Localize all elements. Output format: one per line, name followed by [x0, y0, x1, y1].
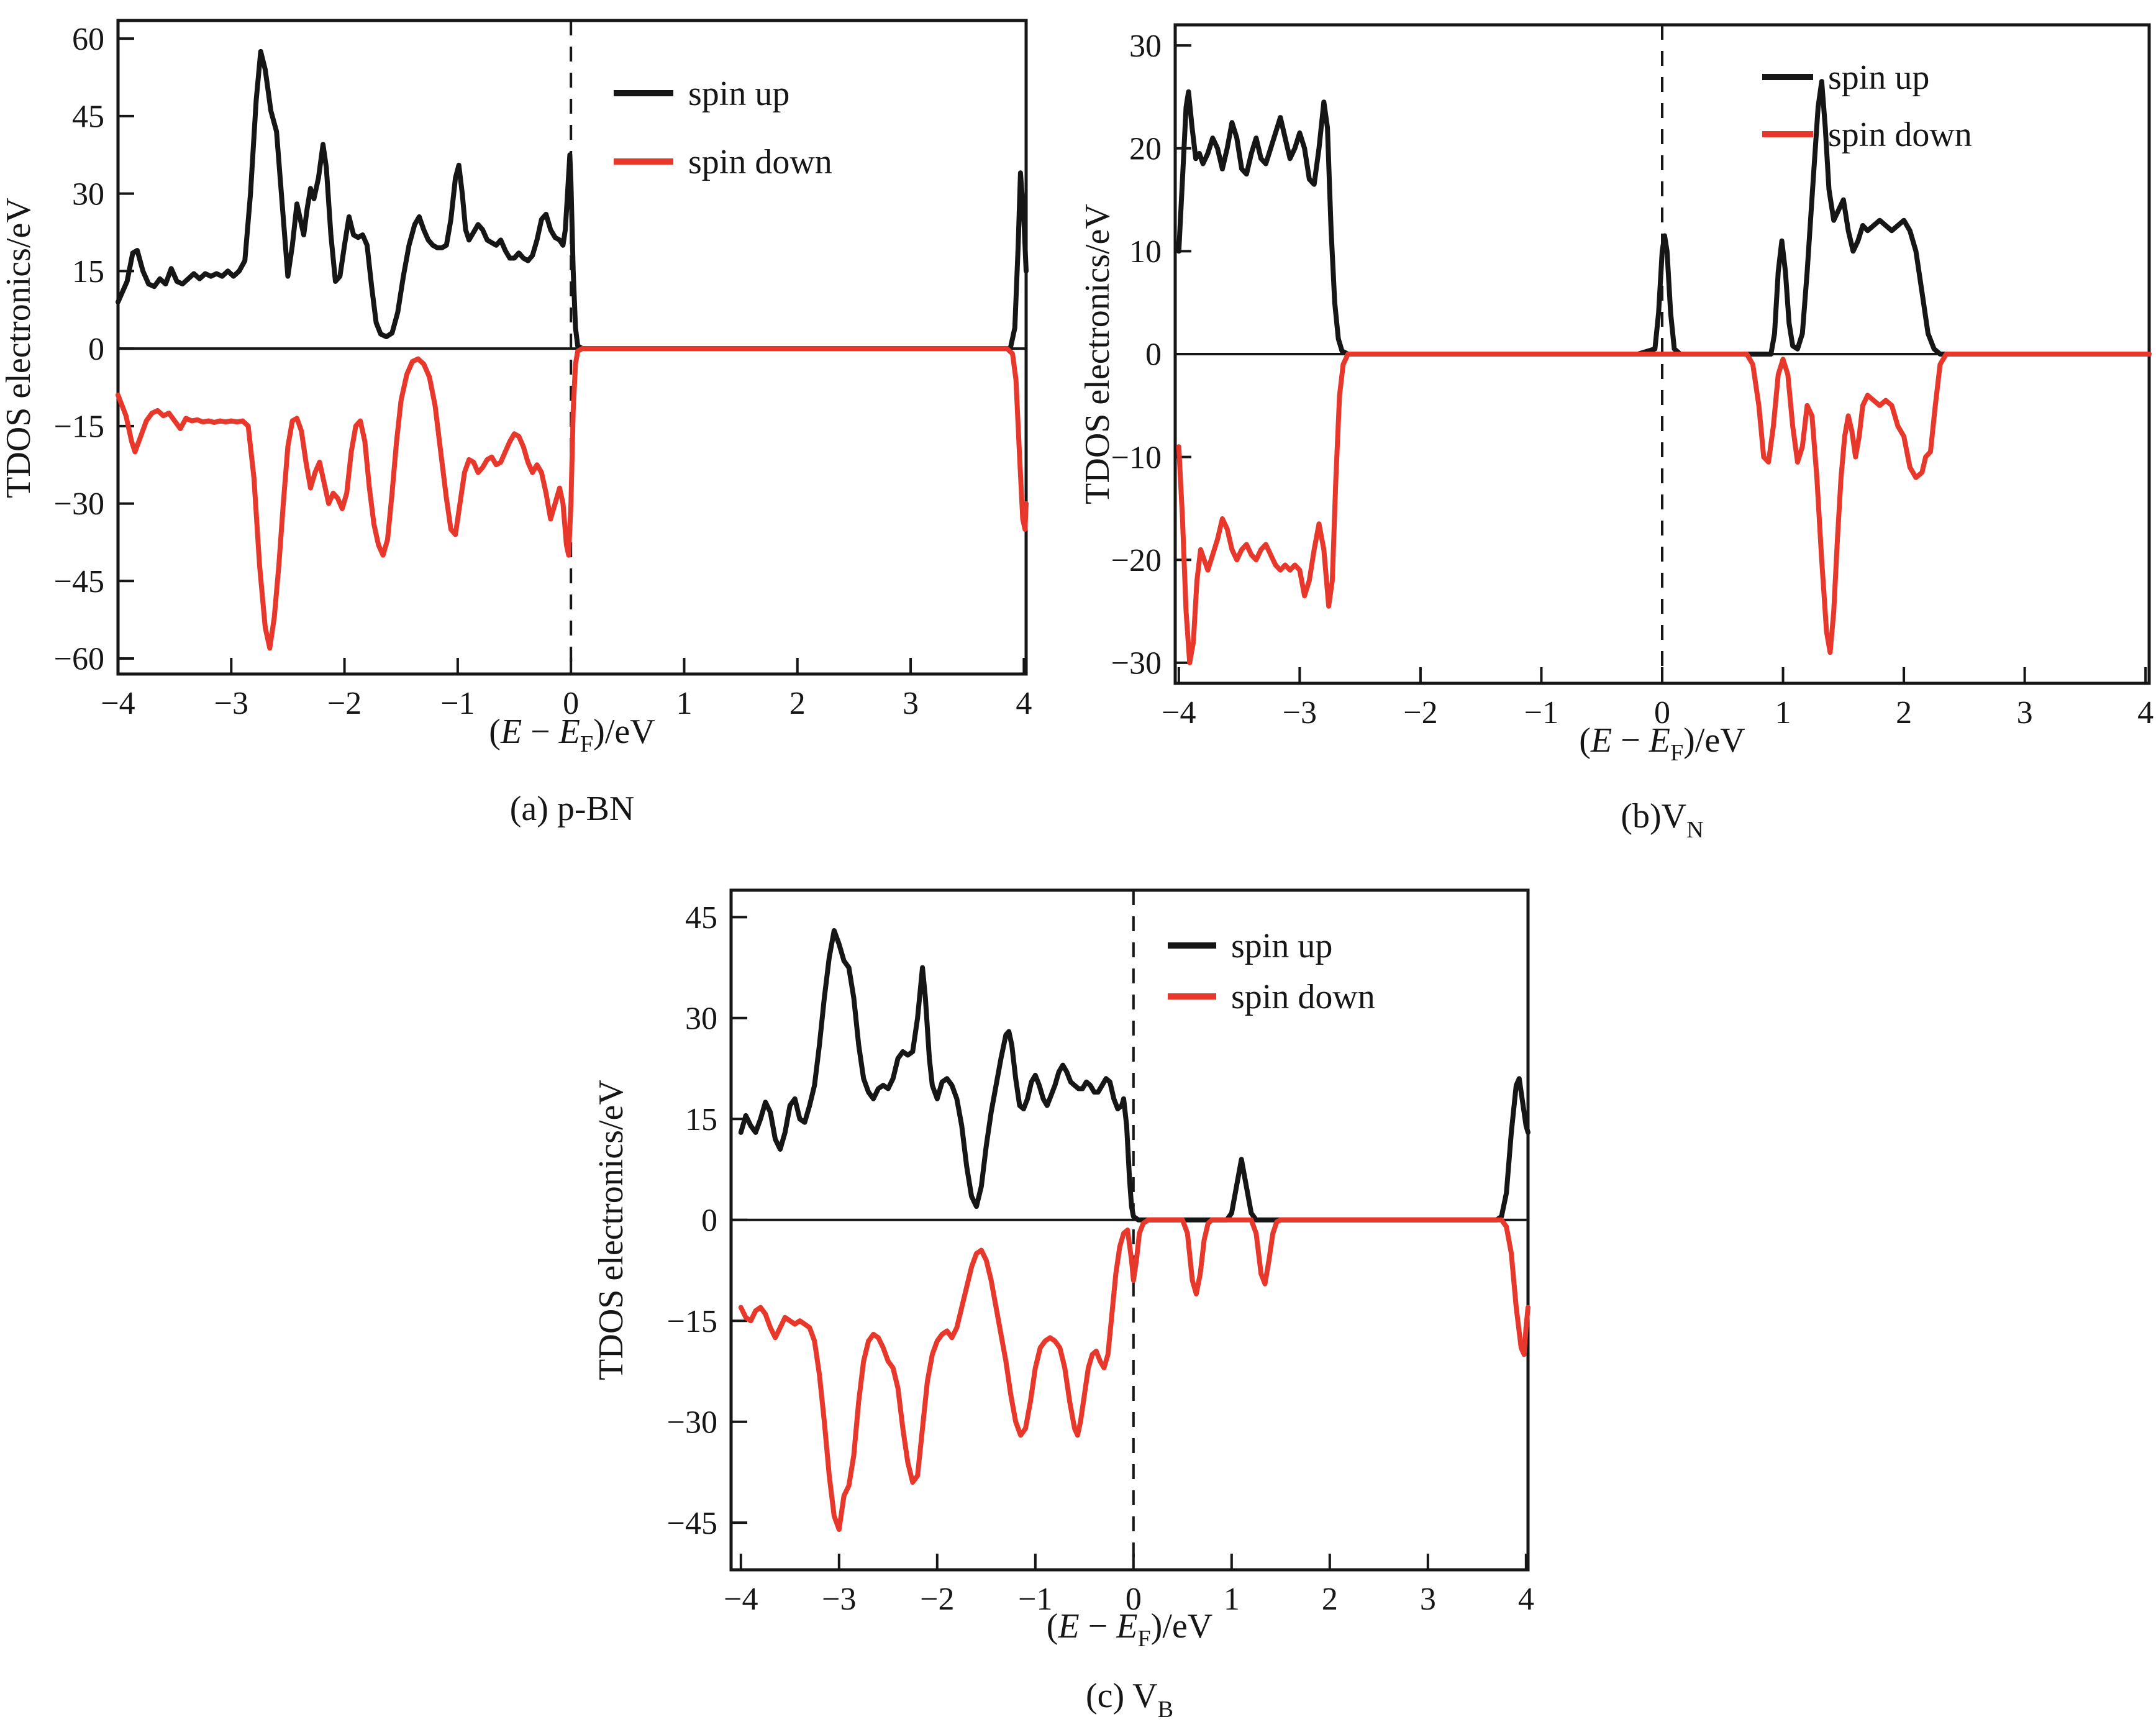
x-tick-label: 3	[1420, 1582, 1436, 1617]
x-tick-label: 1	[1775, 695, 1791, 731]
x-tick-label: 2	[1896, 695, 1912, 731]
legend-c: spin up spin down	[1168, 927, 1375, 1016]
x-tick-label: −2	[920, 1582, 954, 1617]
x-tick-label: 1	[1224, 1582, 1240, 1617]
y-tick-label: 45	[72, 99, 104, 135]
y-tick-label: −15	[54, 409, 104, 445]
x-axis-c: −4 −3 −2 −1 0 1 2 3 4	[724, 1554, 1534, 1617]
x-tick-label: −4	[1162, 695, 1196, 731]
x-tick-label: 2	[1322, 1582, 1338, 1617]
y-tick-label: −45	[54, 564, 104, 599]
y-tick-label: 20	[1129, 131, 1162, 166]
spin-down-curve-b	[1176, 352, 2152, 665]
x-tick-label: 3	[903, 686, 919, 721]
y-tick-label: 0	[1145, 337, 1162, 373]
y-tick-label: 15	[72, 254, 104, 289]
y-tick-label: 30	[72, 176, 104, 212]
panel-a-pbn-chart: 60 45 30 15 0 −15 −30 −45 −60 −4 −3 −2 −1 0 1 2 3 4 spin u…	[0, 19, 1032, 828]
y-tick-label: −30	[1111, 646, 1162, 681]
x-tick-label: 0	[563, 686, 579, 721]
x-tick-label: 4	[1518, 1582, 1534, 1617]
y-tick-label: −10	[1111, 440, 1162, 475]
x-tick-label: 4	[1016, 686, 1032, 721]
x-tick-label: 4	[2137, 695, 2154, 731]
y-tick-label: 10	[1129, 234, 1162, 270]
y-axis-c: 45 30 15 0 −15 −30 −45	[667, 900, 747, 1541]
x-tick-label: −2	[327, 686, 362, 721]
x-tick-label: −3	[1283, 695, 1317, 731]
y-tick-label: 30	[1129, 29, 1162, 64]
x-axis-b: −4 −3 −2 −1 0 1 2 3 4	[1162, 667, 2154, 731]
spin-up-curve-a	[116, 48, 1029, 352]
legend-b: spin up spin down	[1762, 58, 1972, 154]
x-tick-label: 0	[1654, 695, 1670, 731]
x-tick-label: −2	[1403, 695, 1437, 731]
x-axis-title-c: (E − EF)/eV	[1047, 1607, 1212, 1652]
y-tick-label: −15	[667, 1304, 717, 1339]
y-tick-label: −30	[667, 1405, 717, 1440]
legend-a: spin up spin down	[614, 75, 832, 181]
x-tick-label: −4	[101, 686, 135, 721]
x-tick-label: 2	[789, 686, 806, 721]
y-tick-label: 30	[685, 1001, 717, 1036]
legend-label-spin-down: spin down	[1828, 116, 1972, 154]
y-axis-title-c: TDOS electronics/eV	[592, 1080, 630, 1380]
legend-label-spin-down: spin down	[1231, 978, 1375, 1016]
legend-label-spin-down: spin down	[688, 143, 832, 181]
y-tick-label: 60	[72, 22, 104, 57]
x-axis-title-a: (E − EF)/eV	[489, 713, 655, 757]
x-tick-label: −1	[1524, 695, 1558, 731]
x-tick-label: 3	[2017, 695, 2033, 731]
y-tick-label: 0	[88, 332, 104, 367]
x-tick-label: −3	[214, 686, 248, 721]
y-tick-label: −60	[54, 642, 104, 677]
y-axis-a: 60 45 30 15 0 −15 −30 −45 −60	[54, 22, 134, 677]
panel-caption-c: (c) VB	[1086, 1677, 1173, 1722]
y-axis-title-a: TDOS electronics/eV	[0, 198, 38, 498]
legend-label-spin-up: spin up	[1828, 58, 1929, 97]
x-tick-label: −1	[440, 686, 475, 721]
spin-up-curve-b	[1176, 79, 2152, 357]
legend-label-spin-up: spin up	[1231, 927, 1332, 965]
panel-caption-b: (b)VN	[1621, 797, 1703, 843]
panel-caption-a: (a) p-BN	[510, 790, 635, 828]
y-tick-label: 15	[685, 1102, 717, 1137]
y-tick-label: −20	[1111, 543, 1162, 578]
spin-down-curve-c	[738, 1217, 1531, 1532]
legend-label-spin-up: spin up	[688, 75, 789, 113]
x-tick-label: 1	[676, 686, 692, 721]
x-tick-label: −4	[724, 1582, 758, 1617]
x-tick-label: −1	[1018, 1582, 1052, 1617]
x-axis-a: −4 −3 −2 −1 0 1 2 3 4	[101, 658, 1032, 721]
x-tick-label: −3	[822, 1582, 856, 1617]
y-tick-label: 45	[685, 900, 717, 936]
y-axis-title-b: TDOS electronics/eV	[1078, 204, 1117, 504]
y-tick-label: −45	[667, 1506, 717, 1541]
y-tick-label: 0	[701, 1203, 717, 1238]
x-axis-title-b: (E − EF)/eV	[1579, 721, 1745, 766]
y-axis-b: 30 20 10 0 −10 −20 −30	[1111, 29, 1191, 681]
plot-frame-c	[729, 888, 1530, 1572]
x-tick-label: 0	[1126, 1582, 1142, 1617]
spin-down-curve-a	[116, 346, 1029, 651]
y-tick-label: −30	[54, 486, 104, 522]
